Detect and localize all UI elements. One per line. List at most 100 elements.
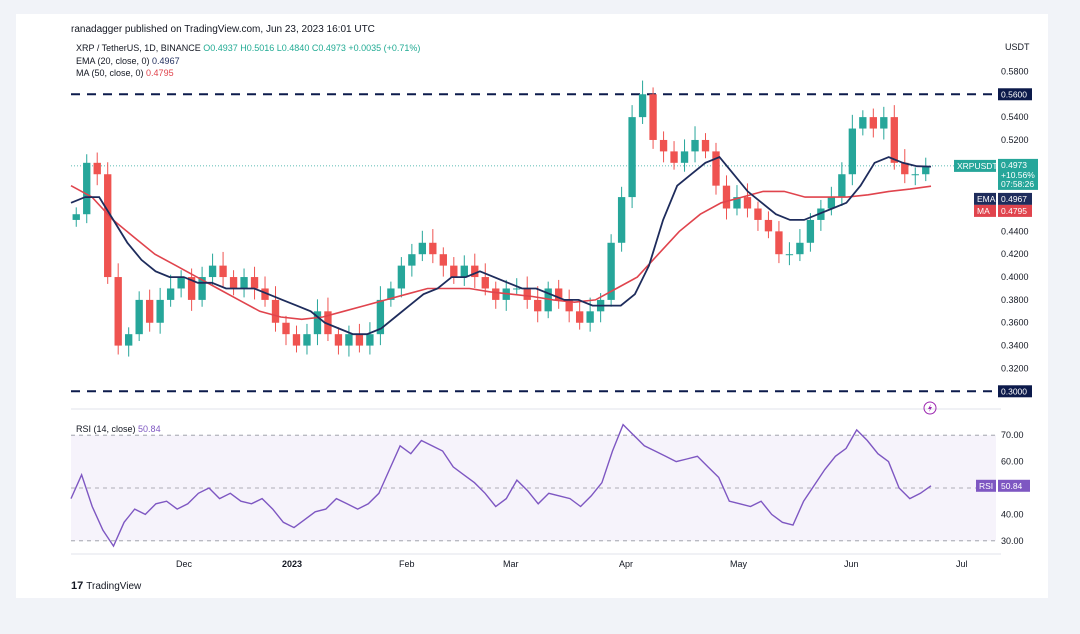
ma-value-tag — [998, 204, 1032, 217]
level-tag-label: 0.3000 — [1001, 386, 1027, 396]
x-tick-label: 2023 — [282, 559, 302, 569]
candle-body — [869, 117, 877, 129]
rsi-value-tag — [998, 479, 1030, 492]
candle-body — [345, 334, 353, 346]
rsi-tick-label: 30.00 — [1001, 536, 1024, 546]
ema-legend-row[interactable]: EMA (20, close, 0) 0.4967 — [76, 55, 420, 68]
rsi-value-tag-label: 50.84 — [1001, 481, 1023, 491]
candle-body — [691, 139, 699, 152]
rsi-line — [70, 423, 932, 548]
ema-value-tag — [998, 192, 1032, 205]
candle-body — [880, 117, 888, 129]
candle-body — [240, 277, 248, 289]
brand-name: TradingView — [86, 580, 142, 592]
candle-body — [785, 254, 794, 256]
candle-body — [575, 311, 584, 323]
lightning-icon — [923, 401, 937, 415]
candle-body — [555, 288, 563, 300]
candle-body — [93, 162, 101, 175]
candle-body — [722, 185, 731, 209]
candle-body — [544, 288, 552, 312]
chart-legend: XRP / TetherUS, 1D, BINANCE O0.4937 H0.5… — [76, 42, 420, 80]
rsi-label: RSI (14, close) — [76, 424, 136, 434]
candle-body — [292, 334, 301, 346]
candle-body — [355, 334, 364, 346]
candle-body — [397, 265, 406, 289]
price-tags: 0.5600 0.3000 XRPUSDT 0.4973+10.56%07:58:26… — [923, 88, 1038, 492]
ema-legend-value: 0.4967 — [152, 55, 180, 66]
rsi-tag — [976, 479, 996, 492]
symbol-label[interactable]: XRP / TetherUS, 1D, BINANCE — [76, 43, 201, 53]
price-tag — [998, 158, 1038, 190]
candle-body — [460, 265, 468, 278]
publisher-line: ranadagger published on TradingView.com,… — [71, 24, 375, 35]
candle-body — [617, 197, 626, 243]
candle-body — [859, 117, 867, 129]
ema-line — [70, 156, 932, 336]
level-tag — [998, 88, 1032, 101]
candle-body — [701, 139, 710, 152]
ma-legend-row[interactable]: MA (50, close, 0) 0.4795 — [76, 67, 420, 80]
ohlc-values: O0.4937 H0.5016 L0.4840 C0.4973 +0.0035 … — [203, 43, 421, 53]
ema-label: EMA (20, close, 0) — [76, 55, 150, 66]
candle-body — [775, 231, 783, 255]
rsi-band — [71, 434, 996, 542]
candle-body — [922, 166, 930, 175]
candle-body — [83, 162, 91, 215]
symbol-tag-label: XRPUSDT — [957, 161, 998, 171]
rsi-tick-label: 70.00 — [1001, 430, 1024, 440]
candle-body — [827, 197, 836, 209]
ema-tag-label: EMA — [977, 194, 996, 204]
rsi-tick-label: 40.00 — [1001, 509, 1024, 519]
candle-body — [764, 219, 773, 232]
ema-tag — [974, 192, 996, 205]
candle-body — [125, 334, 133, 346]
price-tag-change: +10.56% — [1001, 170, 1035, 180]
price-tick-label: 0.5800 — [1001, 66, 1029, 76]
tradingview-logo-icon: 17 — [71, 580, 84, 592]
chart-canvas[interactable]: 0.5800 0.5400 0.5200 0.4400 0.4200 0.4000 0.38… — [16, 14, 1048, 598]
candle-body — [250, 277, 259, 289]
level-tag-label: 0.5600 — [1001, 89, 1027, 99]
axes: 0.5800 0.5400 0.5200 0.4400 0.4200 0.4000 0.38… — [71, 42, 1030, 569]
candle-body — [72, 214, 80, 220]
candle-body — [439, 254, 447, 266]
candle-body — [366, 334, 374, 346]
price-tick-label: 0.3800 — [1001, 295, 1029, 305]
candle-body — [208, 265, 217, 278]
candle-body — [806, 219, 815, 243]
indicator-lines — [70, 156, 932, 548]
price-tick-label: 0.3400 — [1001, 341, 1029, 351]
candle-body — [534, 299, 542, 312]
level-lines — [71, 93, 996, 393]
candle-body — [387, 288, 395, 300]
x-tick-label: Dec — [176, 559, 193, 569]
rsi-legend[interactable]: RSI (14, close) 50.84 — [76, 424, 161, 434]
candle-body — [450, 265, 458, 278]
x-tick-label: Apr — [619, 559, 633, 569]
candle-body — [796, 242, 804, 255]
candle-series — [72, 80, 930, 357]
candle-body — [670, 151, 678, 163]
footer-brand[interactable]: 17 TradingView — [71, 580, 141, 592]
x-tick-label: Feb — [399, 559, 415, 569]
candle-body — [890, 117, 898, 163]
rsi-tick-label: 60.00 — [1001, 457, 1024, 467]
candle-body — [838, 174, 846, 198]
candle-body — [492, 288, 500, 300]
candle-body — [817, 208, 825, 220]
candle-body — [135, 299, 143, 335]
currency-label: USDT — [1005, 42, 1030, 52]
ma-legend-value: 0.4795 — [146, 68, 174, 78]
price-tick-label: 0.3600 — [1001, 318, 1029, 328]
x-tick-label: Jul — [956, 559, 968, 569]
candle-body — [156, 299, 164, 323]
candle-body — [429, 242, 437, 255]
price-tick-label: 0.4400 — [1001, 226, 1029, 236]
candle-body — [638, 94, 647, 118]
candle-body — [513, 288, 521, 290]
symbol-ohlc-row: XRP / TetherUS, 1D, BINANCE O0.4937 H0.5… — [76, 42, 420, 55]
ma-tag — [974, 204, 996, 217]
candle-body — [408, 254, 416, 266]
candle-body — [229, 277, 238, 289]
